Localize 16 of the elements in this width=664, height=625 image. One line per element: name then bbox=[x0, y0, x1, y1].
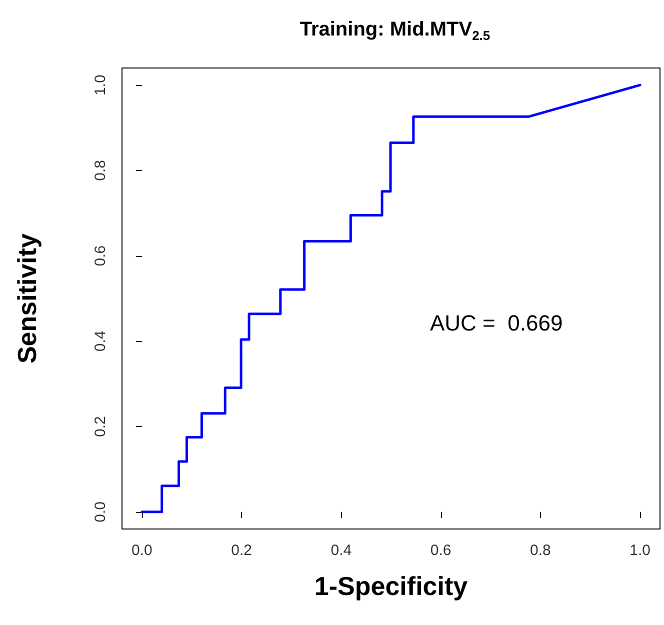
y-tick-label: 0.0 bbox=[92, 501, 109, 522]
x-tick-label: 0.6 bbox=[430, 542, 452, 559]
annotation: AUC = 0.669 bbox=[430, 310, 563, 336]
y-axis-title: Sensitivity bbox=[12, 232, 42, 364]
x-axis-title: 1-Specificity bbox=[314, 571, 468, 601]
x-tick-label: 0.8 bbox=[530, 542, 551, 559]
y-tick-label: 0.8 bbox=[92, 160, 109, 181]
x-tick-label: 0.4 bbox=[330, 542, 352, 559]
x-tick-label: 0.0 bbox=[131, 542, 152, 559]
x-tick-label: 0.2 bbox=[231, 542, 252, 559]
line-series bbox=[140, 84, 642, 514]
y-tick-label: 1.0 bbox=[92, 74, 109, 96]
y-tick-label: 0.6 bbox=[92, 245, 109, 266]
x-tick-label: 1.0 bbox=[630, 542, 651, 559]
y-tick-label: 0.4 bbox=[92, 330, 109, 352]
y-tick-label: 0.2 bbox=[92, 416, 109, 437]
